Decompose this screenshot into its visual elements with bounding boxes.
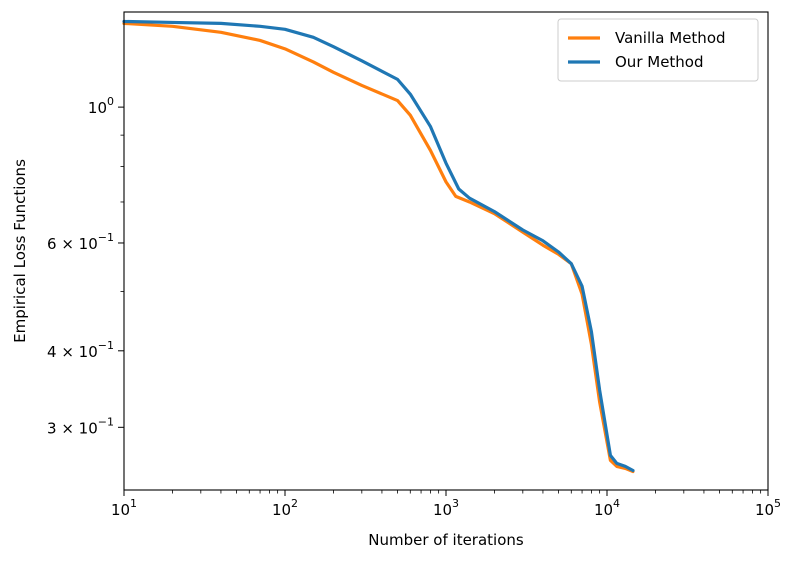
legend-label-0: Vanilla Method (615, 29, 726, 47)
legend-label-1: Our Method (615, 53, 704, 71)
series-line-0 (122, 21, 635, 474)
y-tick-label: 6 × 10−1 (47, 231, 114, 253)
x-axis-label: Number of iterations (368, 531, 524, 549)
y-tick-label: 4 × 10−1 (47, 339, 114, 361)
legend: Vanilla Method Our Method (557, 18, 759, 82)
series-line-1 (122, 19, 635, 473)
y-axis-label: Empirical Loss Functions (11, 159, 29, 343)
series-layer (122, 19, 635, 474)
plot-frame (123, 11, 769, 491)
y-tick-label: 3 × 10−1 (47, 415, 114, 437)
legend-box (557, 18, 759, 82)
